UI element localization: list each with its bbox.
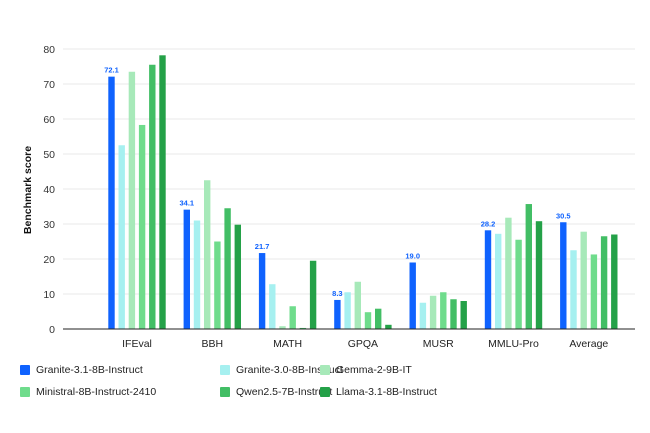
bar (525, 204, 532, 329)
bar (214, 241, 221, 329)
bar (409, 262, 416, 329)
bar (149, 64, 156, 329)
bar (193, 220, 201, 329)
x-tick-label: MUSR (423, 338, 454, 350)
legend-label: Llama-3.1-8B-Instruct (336, 386, 437, 398)
bar (440, 292, 447, 329)
y-tick-label: 20 (43, 254, 55, 266)
legend-label: Ministral-8B-Instruct-2410 (36, 386, 157, 398)
legend-item: Llama-3.1-8B-Instruct (320, 386, 437, 398)
bar-data-label: 72.1 (104, 66, 119, 75)
bar (495, 233, 502, 329)
bar-data-label: 34.1 (179, 199, 194, 208)
bar (419, 302, 427, 329)
legend-swatch (220, 365, 230, 375)
bar (118, 145, 125, 329)
bar (611, 234, 618, 329)
bar (159, 55, 166, 330)
bar (590, 254, 598, 329)
bar (269, 284, 276, 329)
bar (385, 324, 392, 329)
x-tick-label: GPQA (348, 338, 378, 350)
bar (108, 76, 115, 330)
bar (375, 308, 382, 329)
bar (570, 250, 577, 329)
bar (334, 299, 341, 329)
benchmark-bar-chart: 0 10 20 30 40 50 60 70 80 Benchmark score 72.1 34… (22, 44, 635, 350)
legend-swatch (220, 387, 230, 397)
bar (450, 299, 457, 329)
bar (505, 217, 512, 329)
y-tick-label: 80 (43, 44, 55, 56)
legend-swatch (320, 387, 330, 397)
y-tick-label: 40 (43, 184, 55, 196)
bar (204, 180, 211, 329)
legend-label: Granite-3.1-8B-Instruct (36, 364, 143, 376)
y-tick-label: 60 (43, 114, 55, 126)
legend-swatch (320, 365, 330, 375)
bar (234, 224, 241, 329)
x-tick-label: MATH (273, 338, 302, 350)
legend-label: Qwen2.5-7B-Instruct (236, 386, 333, 398)
legend-item: Gemma-2-9B-IT (320, 364, 412, 376)
bar (535, 221, 543, 329)
bar-data-label: 8.3 (332, 289, 342, 298)
bars (108, 55, 618, 330)
bar (344, 292, 351, 329)
bar (600, 236, 608, 329)
bar (309, 260, 317, 329)
bar (354, 281, 361, 329)
bar (299, 327, 307, 329)
legend-label: Granite-3.0-8B-Instruct (236, 364, 343, 376)
x-tick-label: BBH (202, 338, 224, 350)
bar (138, 124, 146, 329)
y-tick-label: 30 (43, 219, 55, 231)
bar (429, 295, 437, 329)
bar-data-label: 30.5 (556, 211, 571, 220)
bar-data-label: 21.7 (255, 242, 270, 251)
bar (364, 312, 372, 329)
x-tick-label: Average (569, 338, 608, 350)
y-axis-ticks: 0 10 20 30 40 50 60 70 80 (43, 44, 55, 336)
y-tick-label: 10 (43, 289, 55, 301)
bar (128, 71, 136, 329)
legend-swatch (20, 387, 30, 397)
bar (484, 230, 492, 329)
bar (183, 209, 190, 329)
y-tick-label: 50 (43, 149, 55, 161)
legend-item: Qwen2.5-7B-Instruct (220, 386, 332, 398)
bar-data-label: 19.0 (405, 252, 420, 261)
bar-data-label: 28.2 (481, 219, 496, 228)
bar (258, 253, 266, 329)
x-axis-ticks: IFEval BBH MATH GPQA MUSR MMLU-Pro Average (122, 338, 608, 350)
bar (580, 231, 587, 329)
legend-item: Granite-3.1-8B-Instruct (20, 364, 143, 376)
x-tick-label: MMLU-Pro (488, 338, 539, 350)
bar (279, 326, 286, 329)
bar (515, 239, 522, 329)
bar (460, 301, 467, 329)
bar (289, 306, 296, 329)
legend-label: Gemma-2-9B-IT (336, 364, 412, 376)
legend-item: Granite-3.0-8B-Instruct (220, 364, 343, 376)
y-tick-label: 0 (49, 324, 55, 336)
y-tick-label: 70 (43, 79, 55, 91)
bar (224, 208, 231, 329)
x-tick-label: IFEval (122, 338, 152, 350)
gridlines (63, 48, 635, 330)
legend-item: Ministral-8B-Instruct-2410 (20, 386, 156, 398)
data-labels: 72.1 34.1 21.7 8.3 19.0 28.2 30.5 (104, 66, 570, 298)
bar (560, 222, 567, 329)
y-axis-label: Benchmark score (22, 146, 34, 234)
legend-swatch (20, 365, 30, 375)
